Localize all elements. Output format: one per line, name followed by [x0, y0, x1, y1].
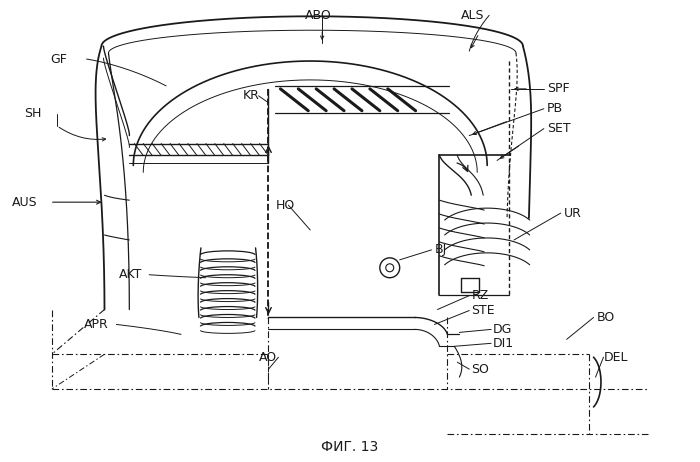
- Text: BJ: BJ: [435, 243, 447, 256]
- Text: DEL: DEL: [603, 351, 628, 364]
- Text: SO: SO: [471, 363, 489, 376]
- Text: UR: UR: [564, 207, 582, 219]
- Text: GF: GF: [50, 53, 66, 66]
- Text: STE: STE: [471, 304, 495, 317]
- Text: AUS: AUS: [12, 196, 38, 209]
- Text: SPF: SPF: [547, 82, 569, 95]
- Text: BO: BO: [596, 311, 615, 324]
- Text: SH: SH: [24, 107, 41, 120]
- Text: KR: KR: [243, 89, 260, 102]
- Text: ABO: ABO: [305, 9, 332, 22]
- Text: RZ: RZ: [471, 289, 489, 302]
- Text: SET: SET: [547, 122, 570, 135]
- Text: ALS: ALS: [461, 9, 485, 22]
- Text: PB: PB: [547, 102, 563, 115]
- Text: DI1: DI1: [493, 337, 514, 350]
- Text: ФИГ. 13: ФИГ. 13: [321, 440, 379, 454]
- Text: HO: HO: [276, 199, 295, 212]
- Text: AKT: AKT: [120, 268, 143, 281]
- Text: AO: AO: [258, 351, 276, 364]
- Text: APR: APR: [83, 318, 108, 331]
- Text: DG: DG: [493, 323, 512, 336]
